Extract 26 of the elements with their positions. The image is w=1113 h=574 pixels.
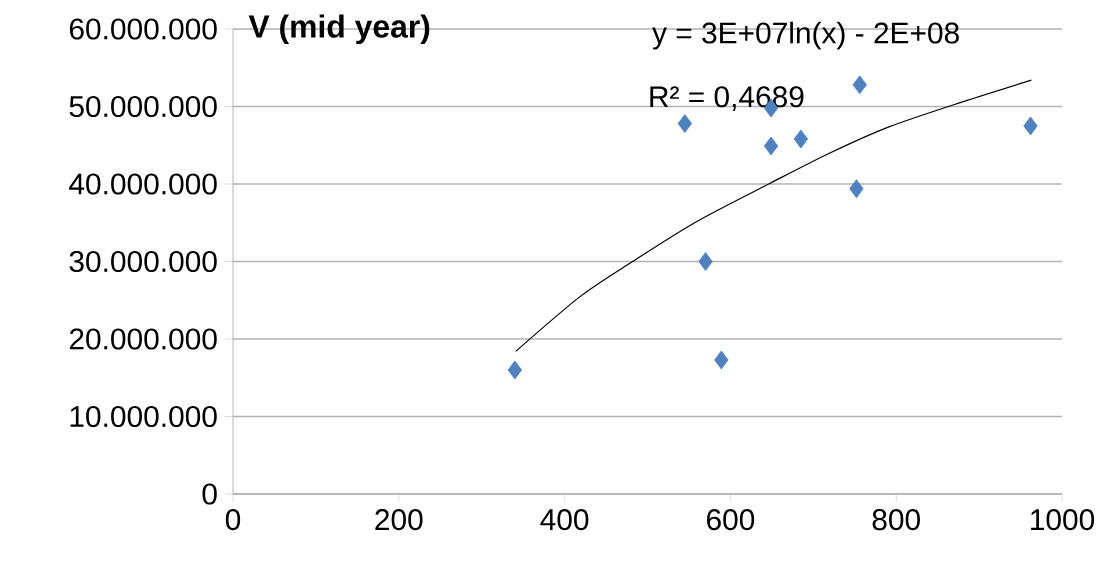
point xyxy=(793,129,809,149)
point xyxy=(849,179,864,199)
y-tick-label: 40.000.000 xyxy=(69,173,217,195)
chart-title: V (mid year) xyxy=(248,14,430,45)
x-tick-label: 1000 xyxy=(1031,509,1095,531)
point xyxy=(1023,116,1038,136)
y-tick-label: 0 xyxy=(202,483,217,505)
y-tick-label: 10.000.000 xyxy=(70,405,217,428)
y-tick-label: 20.000.000 xyxy=(69,328,217,350)
x-tick-label: 200 xyxy=(375,509,423,531)
point xyxy=(698,252,713,271)
x-tick-label: 800 xyxy=(872,509,920,531)
annotation: y = 3E+07ln(x) - 2E+08 xyxy=(652,21,959,50)
annotation: R² = 0,4689 xyxy=(650,86,804,111)
line-series xyxy=(515,79,1032,352)
x-tick-label: 400 xyxy=(540,509,589,531)
y-tick-label: 60.000.000 xyxy=(69,18,217,40)
x-tick-label: 600 xyxy=(707,509,755,531)
point xyxy=(677,114,692,133)
point xyxy=(507,360,523,380)
x-tick-label: 0 xyxy=(225,509,241,531)
y-tick-label: 30.000.000 xyxy=(69,250,217,273)
y-tick-label: 50.000.000 xyxy=(69,95,217,118)
point xyxy=(763,136,779,156)
point xyxy=(852,75,867,95)
point xyxy=(714,350,729,370)
